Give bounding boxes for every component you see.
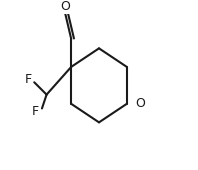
Text: O: O (136, 97, 146, 110)
Text: F: F (32, 105, 39, 118)
Text: F: F (25, 73, 32, 86)
Text: O: O (60, 0, 70, 13)
